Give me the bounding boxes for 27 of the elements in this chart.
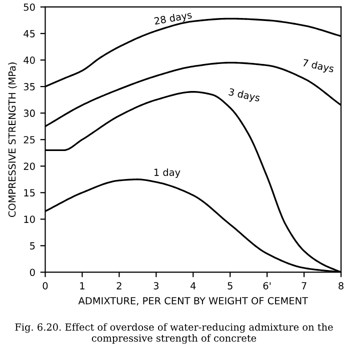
x-tick-label: 5: [228, 282, 232, 290]
x-tick-label: 3: [154, 282, 158, 290]
y-tick-label: 45: [24, 30, 35, 38]
y-tick-label: 15: [24, 189, 35, 196]
x-tick-label: 8: [338, 282, 344, 290]
x-tick-label: 1: [80, 282, 84, 290]
y-tick-label: 10: [24, 216, 35, 224]
y-tick-label: 25: [24, 136, 35, 144]
x-tick-label: 4: [190, 282, 196, 290]
annotation: 7 days: [302, 58, 334, 74]
x-tick-label: 6': [263, 282, 271, 290]
x-axis-title: ADMIXTURE, PER CENT BY WEIGHT OF CEMENT: [78, 297, 308, 306]
y-tick-label: 40: [24, 56, 35, 64]
annotation: 1 day: [154, 168, 180, 178]
y-axis-title: COMPRESSIVE STRENGTH (MPa): [8, 62, 17, 217]
y-tick-label: 0: [30, 268, 35, 276]
y-tick-label: 30: [24, 110, 35, 117]
y-tick-label: 35: [24, 83, 35, 90]
x-tick-label: 7: [302, 282, 306, 290]
y-tick-label: 5: [30, 242, 35, 250]
x-tick-label: 0: [42, 282, 48, 290]
annotation: 3 days: [228, 88, 260, 104]
y-tick-label: 20: [24, 162, 35, 170]
annotation: 28 days: [154, 10, 192, 27]
caption: Fig. 6.20. Effect of overdose of water-reducing admixture on the compressive strength of concrete: [15, 323, 333, 344]
x-tick-label: 2: [116, 282, 122, 290]
y-tick-label: 50: [24, 3, 35, 11]
